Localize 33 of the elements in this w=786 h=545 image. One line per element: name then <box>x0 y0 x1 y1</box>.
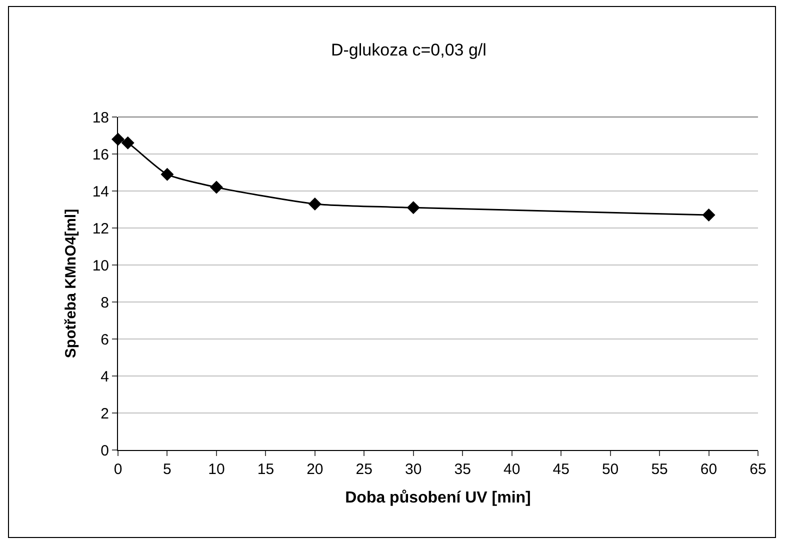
y-tick-label: 12 <box>92 220 109 238</box>
x-tick-label: 45 <box>552 461 570 478</box>
x-tick-label: 0 <box>114 461 122 478</box>
x-tick-label: 10 <box>208 461 225 478</box>
y-tick-label: 8 <box>100 294 109 312</box>
y-tick-label: 10 <box>92 257 109 274</box>
x-tick-label: 5 <box>163 461 172 478</box>
y-tick-label: 6 <box>100 331 109 348</box>
x-axis-title: Doba působení UV [min] <box>345 490 531 507</box>
point <box>121 136 134 150</box>
x-tick-label: 50 <box>602 461 619 478</box>
point <box>160 168 174 181</box>
point <box>702 208 716 222</box>
y-tick-label: 14 <box>92 183 109 200</box>
x-tick-label: 65 <box>750 461 766 478</box>
x-tick-label: 20 <box>306 461 324 478</box>
x-tick-label: 15 <box>257 461 274 478</box>
y-tick-label: 2 <box>100 405 109 422</box>
x-tick-label: 60 <box>700 461 718 478</box>
y-tick-label: 18 <box>92 109 109 126</box>
x-tick-label: 35 <box>454 461 471 478</box>
point <box>308 197 322 210</box>
y-tick-label: 4 <box>100 368 109 386</box>
y-axis-title: Spotřeba KMnO4[ml] <box>62 208 80 358</box>
x-tick-label: 30 <box>405 461 422 478</box>
point <box>210 180 223 194</box>
y-tick-label: 16 <box>92 146 109 164</box>
chart-title: D-glukoza c=0,03 g/l <box>330 40 486 60</box>
point <box>406 201 420 214</box>
x-tick-label: 40 <box>504 461 520 478</box>
x-tick-label: 55 <box>651 461 668 478</box>
x-tick-label: 25 <box>356 461 372 478</box>
y-tick-label: 0 <box>100 442 109 460</box>
